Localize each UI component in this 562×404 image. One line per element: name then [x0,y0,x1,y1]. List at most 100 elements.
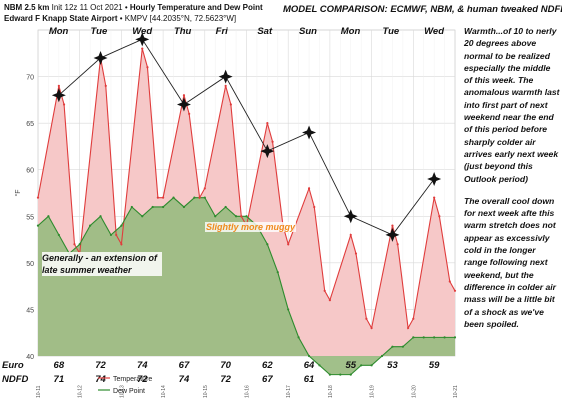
dewpoint-point [89,224,92,227]
legend-dewpoint: Dew Point [113,388,145,395]
dewpoint-point [141,215,144,218]
x-tick-label: 10-15 [203,385,209,398]
dewpoint-point [234,215,238,218]
temperature-point [73,243,76,246]
euro-marker [218,69,233,84]
ndfd-value: 74 [95,374,106,385]
temperature-point [453,289,457,292]
temperature-point [198,196,201,199]
dewpoint-point [339,373,342,376]
ndfd-value: 74 [179,374,190,385]
ndfd-value: 71 [54,374,65,385]
dewpoint-point [99,215,102,218]
temperature-point [313,205,316,209]
euro-marker [343,209,358,224]
axes: 40 45 50 55 60 65 70 °F Euro NDFD 68 72 74 67 70 62 64 55… [2,75,459,398]
x-tick-label: 10-21 [453,385,459,398]
ndfd-value: 72 [220,374,231,385]
dewpoint-point [182,205,186,209]
temperature-point [224,84,227,87]
dewpoint-point [214,215,217,218]
dewpoint-point [47,215,50,218]
comparison-title: MODEL COMPARISON: ECMWF, NBM, & human tw… [283,4,562,15]
temperature-point [271,140,274,143]
temperature-point [162,196,165,199]
euro-marker [260,144,275,159]
y-tick-label: 50 [26,261,34,268]
chart-header-line1: NBM 2.5 km Init 12z 11 Oct 2021 • Hourly… [4,3,263,12]
euro-row-label: Euro [2,360,24,371]
product-name: Hourly Temperature and Dew Point [129,3,263,12]
annotation-summer: Generally - an extension of late summer … [42,252,162,276]
euro-value: 64 [304,360,315,371]
day-label: Sun [299,26,317,37]
temperature-point [354,252,358,255]
euro-value: 55 [345,360,356,371]
side-note-paragraph-2: The overall cool down for next week afte… [464,195,557,329]
temperature-point [328,299,331,302]
temperature-point [433,196,436,199]
dewpoint-point [318,364,321,367]
x-tick-label: 10-19 [370,385,376,398]
y-tick-label: 55 [26,214,34,221]
temperature-point [57,84,60,87]
euro-marker [385,227,400,242]
euro-marker [51,88,66,103]
dewpoint-point [328,373,331,376]
station-coords: [44.2035°N, 72.5623°W] [149,14,237,23]
euro-marker [427,172,442,187]
dewpoint-point [360,364,363,367]
init-time: Init 12z 11 Oct 2021 [51,3,123,12]
x-tick-label: 10-12 [78,385,84,398]
model-name: NBM 2.5 km [4,3,50,12]
ndfd-value: 67 [262,374,273,385]
temperature-point [349,233,352,237]
euro-value: 74 [137,360,148,371]
euro-marker [302,125,317,140]
temperature-point [115,233,118,237]
x-tick-label: 10-17 [286,385,292,398]
day-label: Mon [48,26,69,37]
temperature-point [370,326,373,330]
dewpoint-point [266,243,269,246]
dewpoint-point [130,205,133,209]
temperature-point [141,47,144,50]
dewpoint-point [36,224,40,227]
dewpoint-point [120,224,123,227]
temperature-point [412,317,415,320]
temperature-point [188,112,191,115]
side-note: Warmth...of 10 to nerly 20 degrees above… [464,25,560,340]
euro-value: 70 [220,360,231,371]
dewpoint-point [203,196,206,199]
dewpoint-point [245,215,248,218]
dewpoint-point [370,364,373,367]
temperature-point [104,84,107,87]
temperature-point [448,280,451,283]
dewpoint-point [78,243,81,246]
dewpoint-point [57,233,60,237]
temperature-point [120,243,123,246]
euro-line [58,38,435,236]
dewpoint-point [401,345,404,348]
y-axis-label: °F [14,189,22,196]
dewpoint-point [287,308,290,311]
euro-value: 53 [387,360,398,371]
legend-temperature: Temperature [113,376,152,383]
day-label: Sat [257,26,273,37]
day-label: Tue [90,26,108,37]
x-tick-label: 10-16 [245,385,251,398]
temperature-point [391,224,394,227]
y-tick-label: 70 [26,75,34,82]
dewpoint-point [349,373,352,376]
dewpoint-area [38,197,455,375]
euro-marker [93,50,108,65]
side-note-paragraph-1: Warmth...of 10 to nerly 20 degrees above… [464,26,560,184]
day-label: Wed [424,26,445,37]
dewpoint-point [109,233,113,237]
day-label: Tue [382,26,400,37]
dewpoint-point [307,354,311,358]
y-tick-label: 40 [26,354,34,361]
temperature-point [62,103,66,106]
dewpoint-point [224,205,227,209]
